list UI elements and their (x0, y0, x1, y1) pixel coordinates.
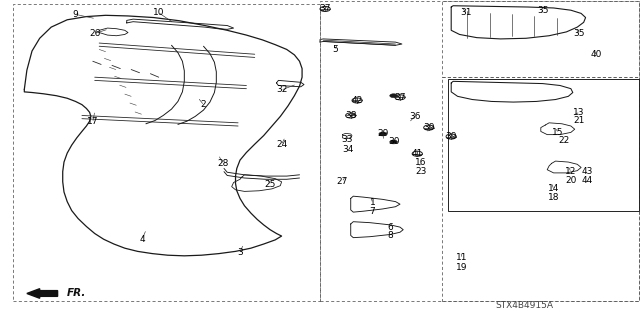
Text: 39: 39 (423, 123, 435, 132)
Text: FR.: FR. (67, 288, 86, 299)
Text: 37: 37 (319, 4, 331, 13)
Text: 31: 31 (460, 8, 472, 17)
Text: 44: 44 (582, 176, 593, 185)
Text: 29: 29 (377, 130, 388, 138)
Text: 32: 32 (276, 85, 287, 94)
Text: 11: 11 (456, 253, 468, 262)
FancyArrow shape (27, 289, 58, 298)
Text: 2: 2 (201, 100, 206, 109)
Bar (448, 79, 639, 211)
Text: 21: 21 (573, 116, 585, 125)
Text: 18: 18 (548, 193, 559, 202)
Bar (320, 1, 639, 301)
Text: 9: 9 (73, 10, 78, 19)
Text: 42: 42 (351, 96, 363, 105)
Text: 14: 14 (548, 184, 559, 193)
Circle shape (379, 132, 387, 136)
Text: 12: 12 (565, 167, 577, 176)
Text: 10: 10 (153, 8, 164, 17)
Text: 40: 40 (591, 50, 602, 59)
Text: 3: 3 (237, 248, 243, 256)
Text: 41: 41 (412, 149, 423, 158)
Text: 34: 34 (342, 145, 353, 154)
Bar (442, 77, 639, 301)
Text: 23: 23 (415, 167, 427, 176)
Bar (13, 4, 320, 301)
Text: 36: 36 (409, 112, 420, 121)
Text: 27: 27 (337, 177, 348, 186)
Text: 35: 35 (573, 29, 585, 38)
Text: 1: 1 (370, 198, 375, 207)
Text: 22: 22 (559, 136, 570, 145)
Text: 16: 16 (415, 158, 427, 167)
Text: 25: 25 (264, 180, 276, 189)
Text: STX4B4915A: STX4B4915A (496, 301, 554, 310)
Text: 28: 28 (217, 159, 228, 168)
Text: 39: 39 (445, 132, 457, 141)
Text: 37: 37 (394, 93, 406, 102)
Text: 30: 30 (388, 137, 399, 146)
Text: 7: 7 (370, 207, 375, 216)
Bar (442, 1, 639, 77)
Text: 6: 6 (388, 223, 393, 232)
Text: 35: 35 (537, 6, 548, 15)
Text: 15: 15 (552, 128, 564, 137)
Text: 26: 26 (89, 29, 100, 38)
Text: 17: 17 (87, 117, 99, 126)
Text: 20: 20 (565, 176, 577, 185)
Text: 38: 38 (345, 111, 356, 120)
Text: 4: 4 (140, 235, 145, 244)
Text: 5: 5 (332, 45, 337, 54)
Circle shape (390, 94, 397, 98)
Text: 8: 8 (388, 231, 393, 240)
Text: 19: 19 (456, 263, 468, 272)
Text: 33: 33 (342, 135, 353, 144)
Circle shape (390, 140, 397, 144)
Text: 43: 43 (582, 167, 593, 176)
Text: 24: 24 (276, 140, 287, 149)
Text: 13: 13 (573, 108, 585, 117)
